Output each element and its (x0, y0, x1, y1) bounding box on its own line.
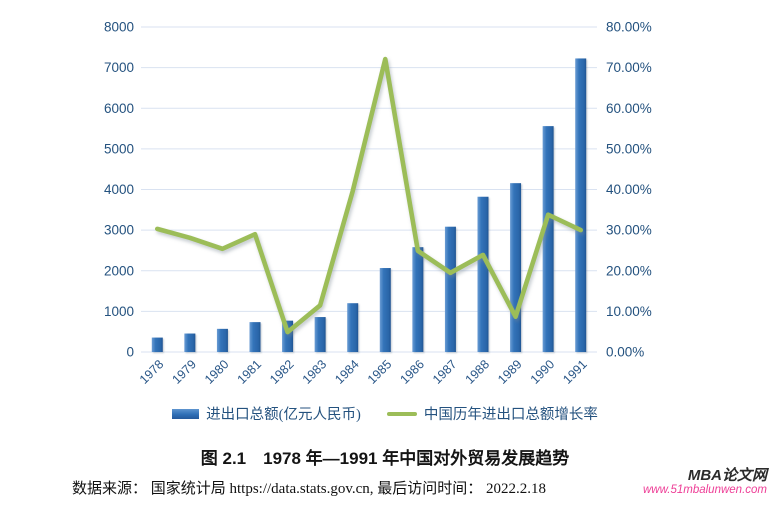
left-axis-tick: 2000 (104, 263, 134, 278)
line-series (154, 56, 584, 335)
left-axis-tick: 0 (126, 345, 134, 360)
right-axis-tick: 70.00% (606, 60, 652, 75)
bar-1982 (282, 320, 294, 352)
gridlines (141, 26, 597, 353)
bar-1990 (542, 126, 554, 352)
bar-1986 (412, 247, 424, 352)
bar-1991 (575, 58, 587, 352)
x-axis-tick-1983: 1983 (300, 357, 330, 387)
line-swatch-icon (386, 411, 417, 416)
right-axis-tick: 50.00% (606, 141, 652, 156)
chart-legend: 进出口总额(亿元人民币) 中国历年进出口总额增长率 (0, 403, 770, 424)
left-axis-tick: 6000 (104, 101, 134, 116)
x-axis-tick-1978: 1978 (137, 357, 167, 387)
x-axis-tick-1981: 1981 (235, 357, 265, 387)
data-source-note: 数据来源： 国家统计局 https://data.stats.gov.cn, 最… (72, 481, 547, 497)
right-axis-tick: 60.00% (606, 101, 652, 116)
bar-1987 (444, 226, 456, 352)
left-axis-tick: 3000 (104, 223, 134, 238)
bar-swatch-icon (172, 408, 200, 419)
legend-item-line: 中国历年进出口总额增长率 (386, 403, 598, 424)
right-axis-tick: 80.00% (606, 20, 652, 35)
trade-combo-chart: 0 1000 2000 3000 4000 5000 6000 7000 8000 0.00% 1… (104, 20, 652, 387)
growth-rate-line (154, 56, 584, 335)
bar-1981 (249, 322, 261, 352)
bar-1978 (151, 337, 163, 352)
x-axis-labels: 1978 1979 1980 1981 1982 1983 1984 1985 1986 1987… (137, 357, 590, 387)
x-axis-tick-1986: 1986 (397, 357, 427, 387)
x-axis-tick-1988: 1988 (463, 357, 493, 387)
left-axis-tick: 5000 (104, 141, 134, 156)
x-axis-tick-1989: 1989 (495, 357, 525, 387)
bar-series (151, 58, 587, 352)
watermark-url: www.51mbalunwen.com (642, 484, 767, 497)
x-axis-tick-1979: 1979 (169, 357, 199, 387)
right-axis-labels: 0.00% 10.00% 20.00% 30.00% 40.00% 50.00% 60.00… (606, 20, 652, 360)
left-axis-labels: 0 1000 2000 3000 4000 5000 6000 7000 8000 (104, 20, 134, 360)
legend-label-line: 中国历年进出口总额增长率 (423, 407, 598, 423)
x-axis-tick-1987: 1987 (430, 357, 460, 387)
bar-1989 (510, 183, 522, 352)
x-axis-tick-1991: 1991 (560, 357, 590, 387)
right-axis-tick: 30.00% (606, 223, 652, 238)
x-axis-tick-1984: 1984 (332, 357, 362, 387)
right-axis-tick: 20.00% (606, 263, 652, 278)
bar-1980 (216, 328, 228, 352)
bar-1979 (184, 333, 196, 352)
left-axis-tick: 4000 (104, 182, 134, 197)
x-axis-tick-1982: 1982 (267, 357, 297, 387)
figure-caption: 图 2.1 1978 年—1991 年中国对外贸易发展趋势 (200, 449, 570, 468)
bar-1988 (477, 196, 489, 352)
legend-item-bar: 进出口总额(亿元人民币) (172, 403, 361, 424)
x-axis-tick-1990: 1990 (528, 357, 558, 387)
x-axis-tick-1980: 1980 (202, 357, 232, 387)
legend-label-bar: 进出口总额(亿元人民币) (206, 407, 361, 423)
bar-1983 (314, 317, 326, 352)
left-axis-tick: 8000 (104, 20, 134, 35)
bar-1985 (379, 268, 391, 352)
right-axis-tick: 40.00% (606, 182, 652, 197)
x-axis-tick-1985: 1985 (365, 357, 395, 387)
watermark-brand: MBA论文网 (687, 467, 767, 484)
right-axis-tick: 10.00% (606, 304, 652, 319)
watermark: MBA论文网 www.51mbalunwen.com (643, 467, 767, 497)
left-axis-tick: 7000 (104, 60, 134, 75)
right-axis-tick: 0.00% (606, 345, 644, 360)
bar-1984 (347, 303, 359, 352)
left-axis-tick: 1000 (104, 304, 134, 319)
